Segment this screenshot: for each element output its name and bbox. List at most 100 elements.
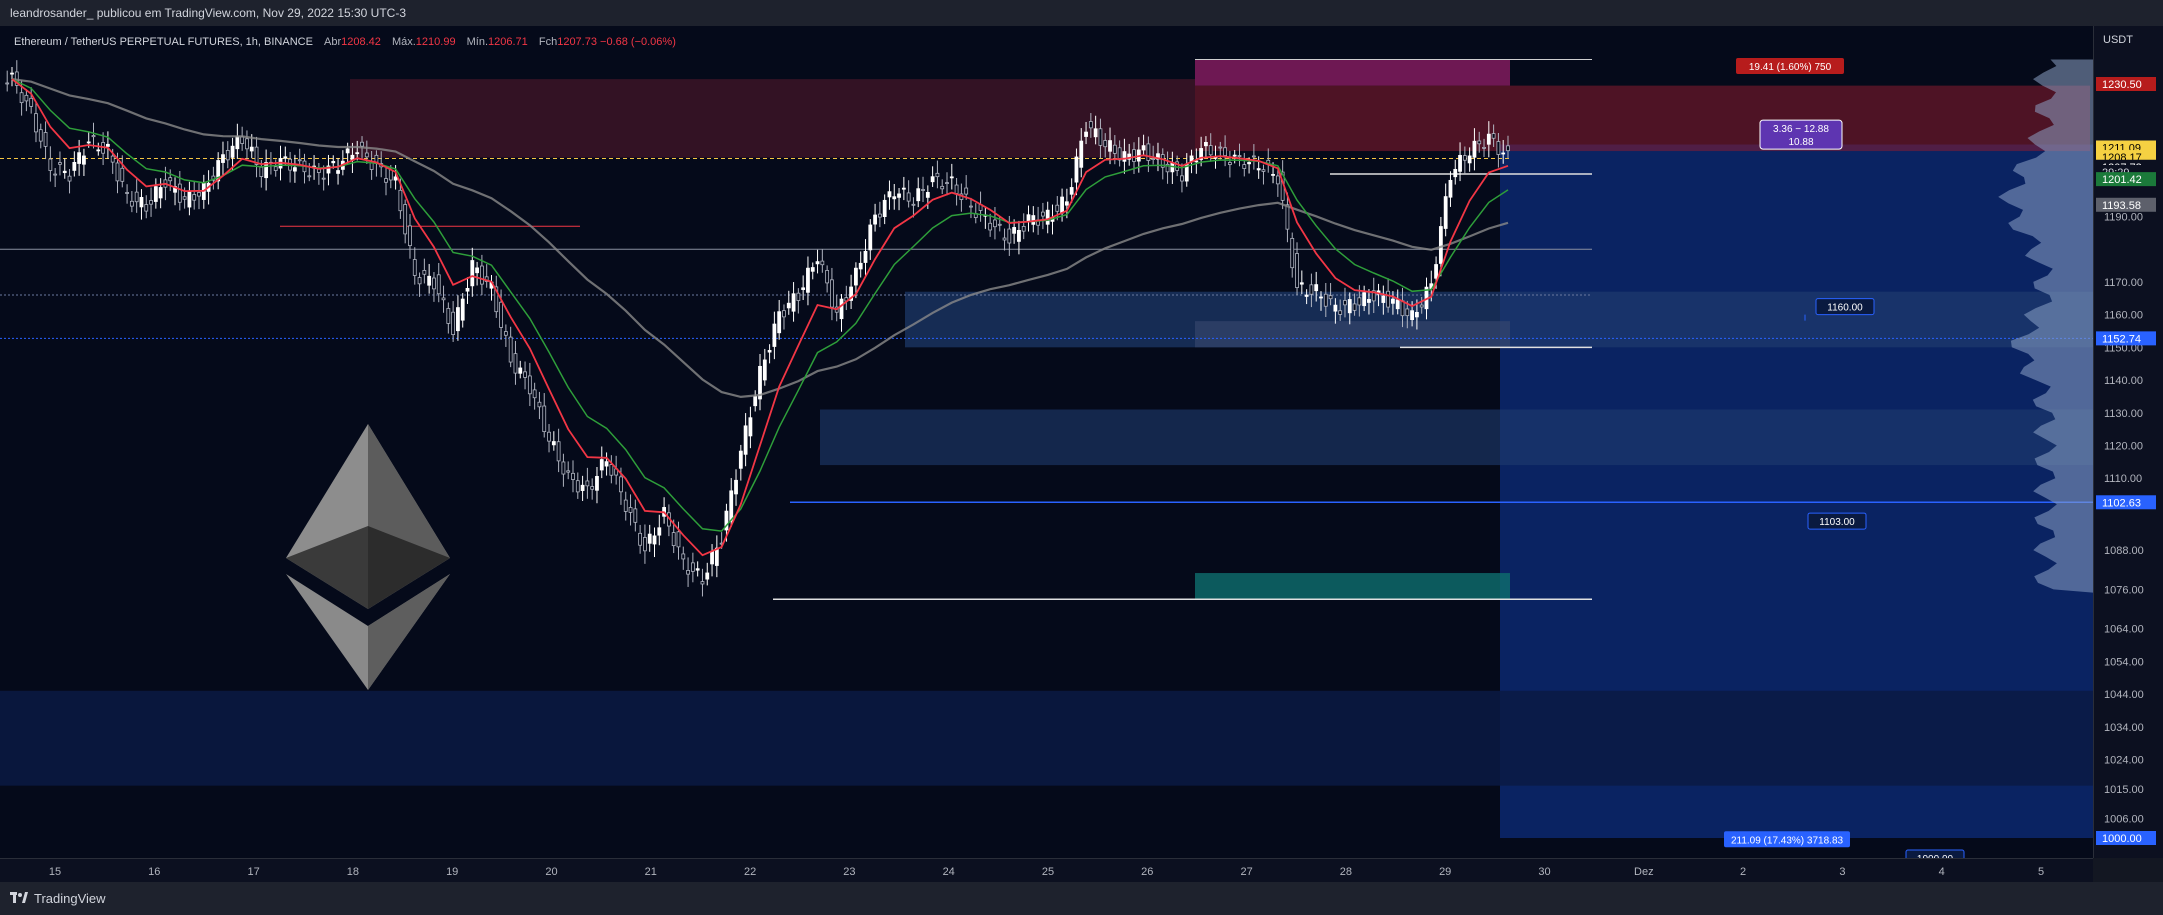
candle-body	[652, 535, 657, 545]
candle-body	[1304, 294, 1309, 297]
candle-body	[221, 154, 225, 163]
slow-moving-average-line	[11, 78, 1509, 399]
candle-body	[1462, 155, 1467, 161]
candle-body	[911, 203, 916, 206]
candle-body	[734, 479, 738, 495]
candle-body	[791, 293, 796, 312]
candle-body	[1112, 144, 1117, 154]
candle-body	[29, 97, 34, 107]
candle-body	[1194, 160, 1199, 163]
candle-body	[767, 349, 772, 353]
candle-body	[24, 94, 29, 102]
candle-body	[1180, 175, 1184, 182]
candle-body	[408, 225, 412, 247]
candle-body	[595, 476, 599, 491]
measure-label-bottom-box	[1724, 831, 1850, 848]
price-tick-label: 1006.00	[2104, 813, 2144, 825]
candle-body	[53, 173, 58, 176]
price-axis[interactable]: 1190.00 1170.00 1160.00 1150.00 1140.00 1130.…	[2093, 26, 2163, 858]
candle-body	[168, 177, 173, 182]
candle-body	[187, 190, 192, 208]
candle-body	[475, 267, 480, 274]
candle-body	[182, 196, 187, 200]
candle-body	[177, 183, 182, 203]
time-tick-label: 18	[347, 866, 359, 878]
candle-body	[62, 170, 67, 174]
candle-body	[1223, 147, 1228, 156]
candle-body	[1290, 237, 1295, 269]
candle-body	[619, 476, 623, 493]
candle-body	[1002, 237, 1007, 241]
candle-body	[820, 260, 825, 266]
candle-body	[571, 472, 575, 480]
candle-body	[604, 461, 609, 467]
open-label: Abr	[324, 36, 342, 48]
time-axis-svg[interactable]: 15 16 17 18 19 20 21 22 23 24 25 26 27 28 29 30 Dez 2 3 4 5	[0, 859, 2093, 883]
price-tick-label: 1064.00	[2104, 624, 2144, 636]
candle-body	[753, 396, 758, 407]
candle-body	[1242, 164, 1247, 169]
candle-body	[19, 92, 24, 104]
candle-body	[1251, 155, 1256, 158]
candle-body	[34, 113, 38, 133]
candle-body	[705, 572, 710, 580]
candle-body	[283, 156, 288, 159]
price-badge-label: 1102.63	[2102, 497, 2141, 509]
candle-body	[1347, 299, 1352, 314]
chart-svg[interactable]: 19.41 (1.60%) 750 3.36 − 12.88 10.88 1160.0…	[0, 26, 2093, 867]
time-tick-label: 19	[446, 866, 458, 878]
candle-body	[849, 286, 854, 301]
candle-body	[345, 148, 350, 154]
time-tick-label: 3	[1839, 866, 1845, 878]
price-badge-box	[2096, 331, 2156, 346]
candle-body	[1333, 304, 1338, 312]
time-tick-label: 5	[2038, 866, 2044, 878]
ethereum-logo	[286, 424, 450, 690]
price-axis-svg[interactable]: 1190.001170.001160.001150.001140.001130.…	[2094, 26, 2163, 858]
time-axis[interactable]: 15 16 17 18 19 20 21 22 23 24 25 26 27 28 29 30 Dez 2 3 4 5	[0, 858, 2093, 883]
range-label-top: 3.36 − 12.88	[1773, 124, 1829, 135]
candle-body	[1132, 149, 1136, 162]
candle-body	[710, 550, 714, 565]
candle-body	[1175, 161, 1180, 171]
candle-body	[48, 158, 53, 171]
candle-body	[1088, 121, 1093, 129]
footer-brand[interactable]: TradingView	[34, 891, 106, 906]
candle-body	[456, 307, 460, 332]
candle-body	[105, 143, 110, 147]
footer-bar: TradingView	[0, 882, 2163, 915]
time-tick-label: 4	[1939, 866, 1945, 878]
candle-body	[1127, 153, 1132, 160]
candle-body	[336, 170, 340, 174]
candle-body	[465, 288, 470, 292]
chart-area[interactable]: 19.41 (1.60%) 750 3.36 − 12.88 10.88 1160.0…	[0, 26, 2093, 867]
price-tick-label: 1054.00	[2104, 656, 2144, 668]
price-badge-box	[2096, 495, 2156, 510]
candle-body	[307, 175, 312, 178]
time-tick-label: 15	[49, 866, 61, 878]
candle-body	[676, 531, 681, 548]
candle-body	[494, 286, 499, 313]
high-value: 1210.99	[415, 36, 456, 48]
measure-label-top: 19.41 (1.60%) 750	[1749, 62, 1832, 73]
candle-body	[681, 553, 686, 560]
candle-body	[412, 259, 417, 276]
candle-body	[417, 277, 422, 285]
range-label-bottom: 10.88	[1788, 137, 1813, 148]
candle-body	[355, 152, 360, 155]
candle-body	[460, 298, 465, 321]
candle-body	[930, 176, 935, 183]
candle-body	[1395, 299, 1400, 310]
candle-body	[796, 292, 801, 301]
candle-body	[1146, 143, 1151, 161]
candle-body	[1007, 228, 1012, 244]
candle-body	[868, 224, 873, 251]
candle-body	[264, 162, 269, 179]
symbol-name[interactable]: Ethereum / TetherUS PERPETUAL FUTURES, 1…	[14, 36, 313, 48]
candle-body	[1323, 293, 1328, 307]
candle-body	[1496, 141, 1501, 155]
price-badge-label: 1193.58	[2102, 200, 2141, 212]
candle-body	[1309, 284, 1314, 295]
candle-body	[479, 265, 484, 285]
time-tick-label: 16	[148, 866, 160, 878]
